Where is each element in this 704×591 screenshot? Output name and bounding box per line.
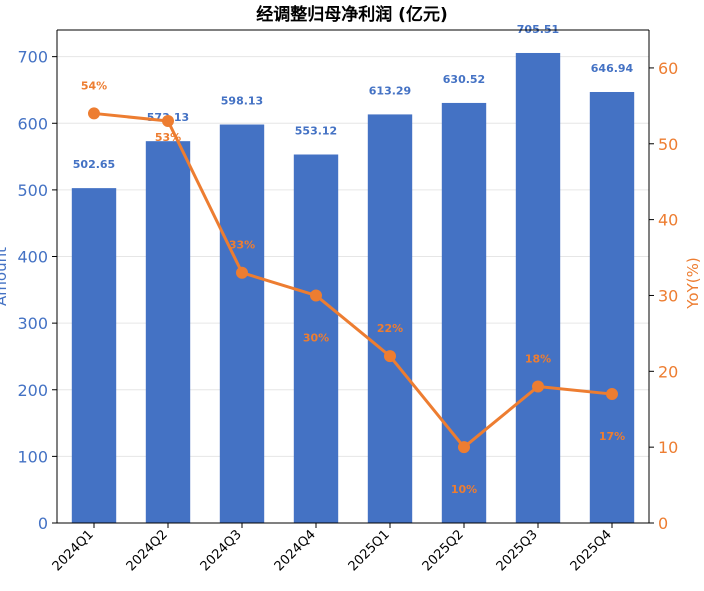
y-axis-right-ticks: 0 10 20 30 40 50 60	[649, 59, 678, 533]
y-right-tick-label: 20	[658, 362, 678, 381]
x-tick-label: 2025Q3	[494, 527, 541, 574]
y-right-tick-label: 10	[658, 438, 678, 457]
x-tick-label: 2024Q3	[198, 527, 245, 574]
yoy-value-label: 10%	[451, 483, 477, 496]
y-right-tick-label: 0	[658, 514, 668, 533]
chart-title: 经调整归母净利润 (亿元)	[256, 4, 447, 25]
y-right-tick-label: 50	[658, 135, 678, 154]
bar-value-label: 598.13	[221, 95, 263, 108]
yoy-point	[606, 388, 618, 401]
yoy-point	[532, 380, 544, 393]
y-left-tick-label: 100	[17, 447, 48, 466]
x-tick-label: 2025Q4	[568, 527, 615, 574]
y-left-tick-label: 0	[38, 514, 48, 533]
bar-data-labels: 502.65573.13598.13553.12613.29630.52705.…	[73, 23, 634, 171]
y-left-tick-label: 400	[17, 248, 48, 267]
yoy-point	[236, 266, 248, 279]
yoy-value-label: 17%	[599, 430, 625, 443]
yoy-point	[88, 107, 100, 120]
bar	[589, 91, 635, 523]
yoy-value-label: 53%	[155, 131, 181, 144]
y-left-tick-label: 500	[17, 181, 48, 200]
axes	[56, 29, 650, 524]
yoy-value-label: 54%	[81, 79, 107, 92]
bar	[293, 154, 339, 523]
x-tick-label: 2025Q2	[420, 527, 467, 574]
y-left-tick-label: 700	[17, 48, 48, 67]
line-data-labels: 54% 53% 33% 30% 22% 10% 18% 17%	[81, 79, 625, 496]
bar-value-label: 646.94	[591, 62, 634, 75]
yoy-point	[310, 289, 322, 302]
y-axis-left-label: Amount	[0, 247, 10, 306]
y-axis-right-label: YoY(%)	[684, 257, 702, 309]
x-tick-label: 2024Q2	[124, 527, 171, 574]
yoy-point	[162, 115, 174, 128]
y-left-tick-label: 200	[17, 381, 48, 400]
bar-value-label: 613.29	[369, 84, 411, 97]
bar	[515, 52, 561, 524]
y-left-tick-label: 600	[17, 114, 48, 133]
yoy-point	[458, 441, 470, 454]
bar	[441, 102, 487, 524]
bar	[219, 124, 265, 523]
yoy-value-label: 22%	[377, 322, 403, 335]
y-axis-left-ticks: 0 100 200 300 400 500 600 700	[17, 48, 57, 533]
x-tick-label: 2024Q1	[50, 527, 97, 574]
y-left-tick-label: 300	[17, 314, 48, 333]
bar-value-label: 502.65	[73, 158, 115, 171]
yoy-value-label: 33%	[229, 239, 255, 252]
bar	[145, 141, 191, 523]
x-tick-label: 2025Q1	[346, 527, 393, 574]
bar	[367, 114, 413, 523]
line-series	[88, 107, 618, 454]
yoy-point	[384, 350, 396, 363]
y-right-tick-label: 40	[658, 211, 678, 230]
x-axis-ticks: 2024Q1 2024Q2 2024Q3 2024Q4 2025Q1 2025Q2 2025…	[50, 523, 615, 574]
bar-series	[71, 52, 635, 524]
bar-value-label: 553.12	[295, 125, 337, 138]
yoy-line	[93, 111, 613, 449]
yoy-value-label: 18%	[525, 352, 551, 365]
bar	[71, 188, 117, 524]
yoy-value-label: 30%	[303, 331, 329, 344]
y-right-tick-label: 30	[658, 286, 678, 305]
bar-value-label: 630.52	[443, 73, 485, 86]
bar-value-label: 705.51	[517, 23, 559, 36]
y-right-tick-label: 60	[658, 59, 678, 78]
x-tick-label: 2024Q4	[272, 527, 319, 574]
